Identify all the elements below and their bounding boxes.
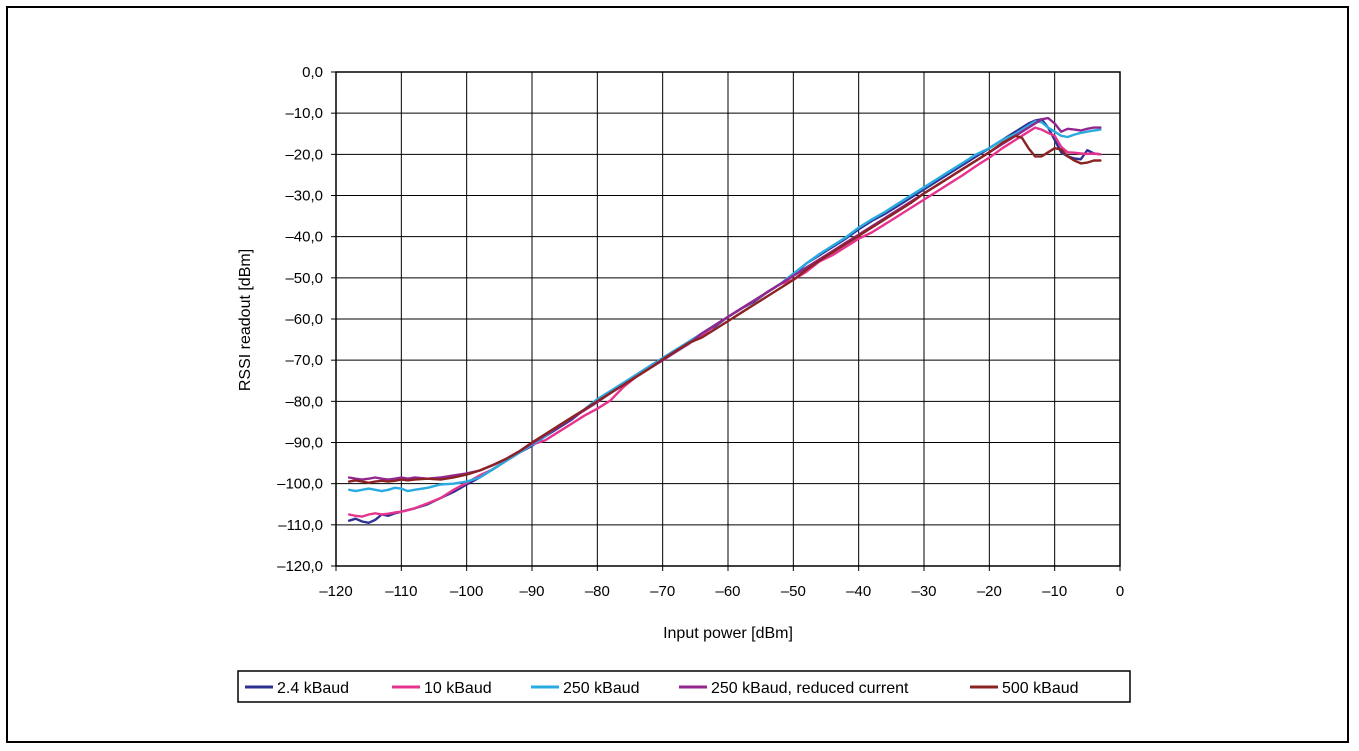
x-axis-label: Input power [dBm]: [663, 625, 793, 642]
x-tick-label: 0: [1116, 583, 1124, 600]
x-tick-label: –90: [519, 583, 544, 600]
x-tick-label: –60: [715, 583, 740, 600]
x-tick-label: –30: [911, 583, 936, 600]
y-tick-label: –50,0: [285, 270, 323, 287]
legend-label: 2.4 kBaud: [277, 680, 349, 697]
x-tick-label: –110: [385, 583, 417, 600]
x-tick-label: –10: [1042, 583, 1067, 600]
legend-label: 500 kBaud: [1002, 680, 1079, 697]
series-layer: [347, 116, 1102, 524]
x-tick-label: –40: [846, 583, 871, 600]
y-axis-ticks: 0,0 –10,0 –20,0 –30,0 –40,0 –50,0 –60,0 –70,0 –8…: [277, 64, 336, 575]
x-axis-ticks: –120 –110 –100 –90 –80 –70 –60 –50 –40 –30 –20 –10 0: [319, 566, 1124, 600]
y-tick-label: –100,0: [277, 476, 323, 493]
legend-label: 250 kBaud, reduced current: [711, 680, 909, 697]
y-tick-label: –120,0: [277, 558, 323, 575]
y-tick-label: –10,0: [285, 105, 323, 122]
y-tick-label: –30,0: [285, 188, 323, 205]
series-line-0: [347, 118, 1102, 524]
x-tick-label: –80: [585, 583, 610, 600]
x-tick-label: –20: [977, 583, 1002, 600]
x-tick-label: –50: [781, 583, 806, 600]
x-tick-label: –100: [450, 583, 483, 600]
legend-label: 250 kBaud: [563, 680, 640, 697]
y-tick-label: –20,0: [285, 146, 323, 163]
series-line-4: [347, 134, 1102, 484]
y-tick-label: –60,0: [285, 311, 323, 328]
legend-label: 10 kBaud: [424, 680, 492, 697]
x-tick-label: –70: [650, 583, 675, 600]
y-axis-label: RSSI readout [dBm]: [237, 249, 254, 391]
y-tick-label: –40,0: [285, 229, 323, 246]
y-tick-label: –80,0: [285, 393, 323, 410]
x-tick-label: –120: [319, 583, 352, 600]
y-tick-label: –70,0: [285, 352, 323, 369]
y-tick-label: –110,0: [278, 517, 323, 534]
figure-frame: [6, 6, 1349, 743]
legend: 2.4 kBaud 10 kBaud 250 kBaud 250 kBaud, red…: [237, 670, 1131, 703]
series-line-2: [347, 120, 1102, 493]
y-tick-label: 0,0: [302, 64, 323, 81]
y-tick-label: –90,0: [285, 435, 323, 452]
series-line-3: [347, 116, 1102, 481]
